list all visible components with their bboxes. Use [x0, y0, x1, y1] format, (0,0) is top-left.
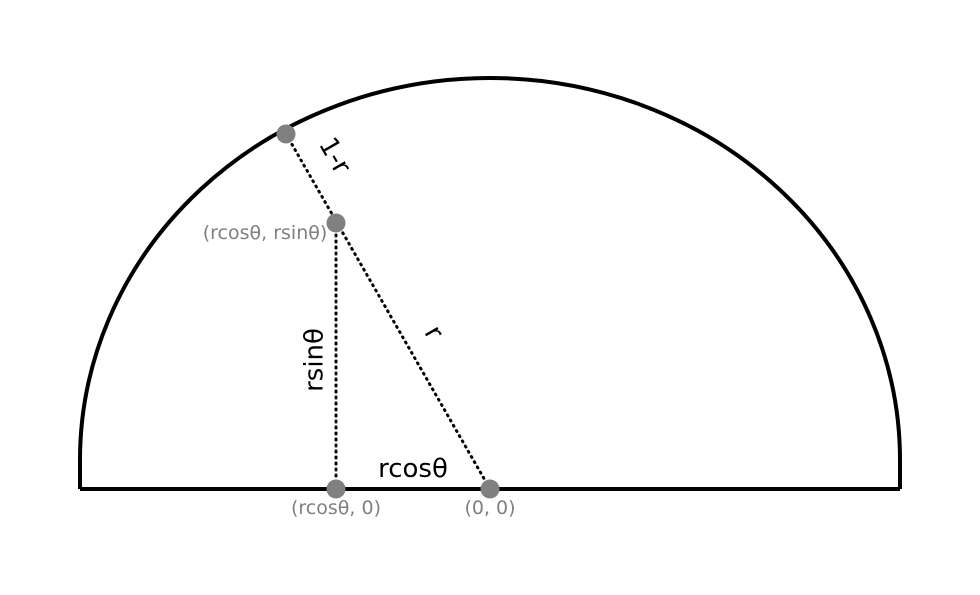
- point-origin: [480, 479, 500, 499]
- label-point-foot: (rcosθ, 0): [291, 497, 381, 519]
- label-point-origin: (0, 0): [464, 497, 515, 519]
- label-one-minus-r: 1-r: [312, 132, 356, 179]
- semicircle-arc: [78, 76, 902, 489]
- label-rcos: rcosθ: [378, 454, 448, 484]
- label-r: r: [418, 321, 449, 346]
- point-rcos-zero: [326, 479, 346, 499]
- label-point-top: (rcosθ, rsinθ): [203, 222, 328, 244]
- point-rcos-rsin: [326, 213, 346, 233]
- label-rsin: rsinθ: [300, 328, 330, 392]
- radius-line-dotted: [284, 132, 492, 491]
- point-on-arc: [276, 124, 296, 144]
